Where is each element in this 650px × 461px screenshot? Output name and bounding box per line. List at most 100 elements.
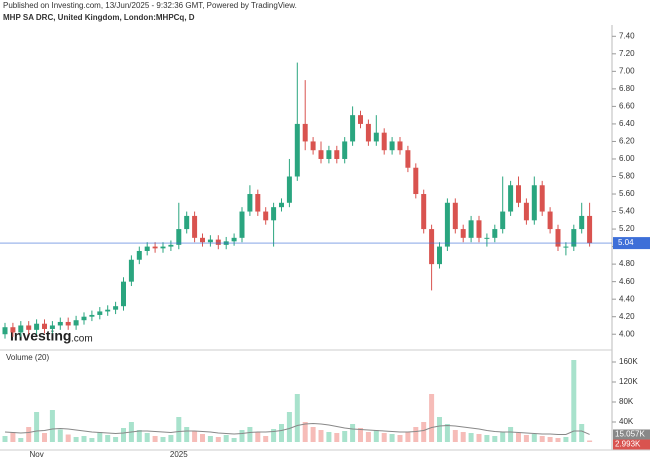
y-tick-label: 7.20 — [619, 49, 635, 58]
volume-bar — [207, 436, 213, 442]
candle-body — [555, 229, 561, 247]
y-tick-label: 6.20 — [619, 137, 635, 146]
candle-body — [516, 185, 521, 203]
candle-body — [152, 246, 158, 249]
candle-body — [476, 220, 482, 238]
volume-bar — [373, 430, 379, 442]
candle-body — [200, 237, 205, 243]
volume-bar — [168, 435, 174, 442]
volume-bar — [184, 427, 190, 442]
volume-bar — [460, 432, 466, 442]
volume-bar — [215, 437, 221, 442]
candle-body — [571, 229, 577, 247]
volume-bar — [397, 435, 403, 442]
volume-bar — [113, 437, 119, 442]
volume-bar — [81, 436, 87, 442]
volume-bar — [239, 430, 245, 442]
volume-bar — [452, 430, 458, 442]
candle-body — [136, 250, 142, 260]
published-note: Published on Investing.com, 13/Jun/2025 … — [3, 1, 297, 10]
candle-body — [318, 150, 324, 159]
candle-body — [81, 316, 87, 321]
y-tick-label: 4.80 — [619, 259, 635, 268]
volume-bar — [516, 433, 521, 442]
candle-body — [231, 237, 237, 242]
candle-body — [405, 150, 411, 168]
y-tick-label: 5.20 — [619, 224, 635, 233]
last-price-box — [613, 237, 650, 250]
volume-bar — [500, 432, 506, 442]
candle-body — [523, 202, 529, 221]
candle-body — [2, 327, 8, 335]
last-price-label: 5.04 — [618, 238, 634, 247]
y-tick-label: 4.00 — [619, 329, 635, 338]
candle-body — [247, 194, 253, 212]
volume-bar — [10, 432, 16, 442]
candle-body — [144, 246, 150, 251]
candle-body — [42, 323, 47, 329]
candle-body — [73, 320, 79, 326]
watermark: Investing — [10, 328, 71, 344]
y-tick-label: 4.20 — [619, 312, 635, 321]
volume-bar — [523, 435, 529, 442]
volume-ma-label: 15.057K — [615, 430, 645, 439]
candle-body — [531, 185, 537, 221]
candle-body — [176, 229, 182, 245]
candle-body — [342, 141, 348, 159]
volume-bar — [508, 427, 514, 442]
volume-bar — [579, 424, 585, 442]
volume-bar — [294, 394, 300, 442]
volume-bar — [365, 432, 371, 442]
candle-body — [579, 215, 585, 230]
volume-tick-label: 120K — [619, 377, 638, 386]
candle-body — [18, 325, 24, 333]
volume-last-label: 2.993K — [615, 440, 641, 449]
y-tick-label: 5.80 — [619, 172, 635, 181]
candle-body — [508, 185, 514, 212]
candle-body — [468, 220, 474, 238]
volume-bar — [105, 435, 111, 442]
volume-bar — [571, 360, 577, 442]
candle-body — [429, 229, 435, 265]
volume-bar — [152, 436, 158, 442]
volume-bar — [49, 410, 55, 442]
candle-body — [192, 215, 198, 238]
volume-bar — [144, 433, 150, 442]
volume-bar — [358, 428, 363, 442]
volume-bar — [89, 438, 95, 442]
volume-bar — [271, 429, 277, 442]
y-tick-label: 4.60 — [619, 277, 635, 286]
candle-body — [500, 211, 506, 230]
candle-body — [294, 123, 300, 177]
volume-bar — [286, 412, 292, 442]
volume-bar — [587, 440, 593, 442]
x-tick-label: 2025 — [170, 450, 188, 459]
candle-body — [547, 211, 553, 230]
volume-bar — [421, 422, 427, 442]
volume-bar — [468, 433, 474, 442]
volume-bar — [318, 430, 324, 442]
volume-bar — [429, 394, 435, 442]
volume-bar — [437, 417, 442, 442]
candle-body — [105, 309, 111, 312]
volume-tick-label: 160K — [619, 357, 638, 366]
candle-body — [286, 176, 292, 203]
volume-bar — [310, 427, 316, 442]
volume-bar — [192, 431, 198, 442]
volume-bar — [492, 436, 498, 442]
candle-body — [168, 244, 174, 247]
watermark-suffix: .com — [71, 334, 93, 345]
y-tick-label: 5.40 — [619, 207, 635, 216]
candle-body — [484, 237, 490, 239]
volume-bar — [342, 431, 348, 442]
candle-body — [587, 215, 593, 244]
candle-body — [389, 141, 395, 151]
candle-body — [326, 150, 332, 159]
candle-body — [57, 321, 63, 326]
volume-bar — [255, 432, 261, 442]
candle-body — [97, 311, 103, 315]
volume-last-box — [613, 439, 650, 450]
volume-bar — [334, 433, 340, 442]
candle-body — [365, 123, 371, 142]
